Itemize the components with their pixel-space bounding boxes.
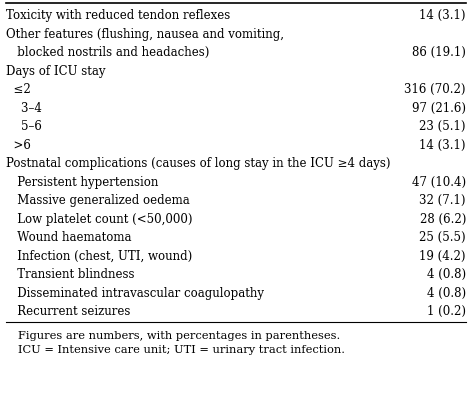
Text: 86 (19.1): 86 (19.1) [412,46,466,60]
Text: ≤2: ≤2 [6,83,31,97]
Text: 3–4: 3–4 [6,102,42,115]
Text: 32 (7.1): 32 (7.1) [419,194,466,208]
Text: Low platelet count (<50,000): Low platelet count (<50,000) [6,213,192,226]
Text: ICU = Intensive care unit; UTI = urinary tract infection.: ICU = Intensive care unit; UTI = urinary… [18,344,345,355]
Text: 14 (3.1): 14 (3.1) [419,139,466,152]
Text: Massive generalized oedema: Massive generalized oedema [6,194,190,208]
Text: Postnatal complications (causes of long stay in the ICU ≥4 days): Postnatal complications (causes of long … [6,157,391,171]
Text: 28 (6.2): 28 (6.2) [419,213,466,226]
Text: 4 (0.8): 4 (0.8) [427,287,466,300]
Text: Other features (flushing, nausea and vomiting,: Other features (flushing, nausea and vom… [6,28,284,41]
Text: 47 (10.4): 47 (10.4) [412,176,466,189]
Text: 14 (3.1): 14 (3.1) [419,9,466,23]
Text: 5–6: 5–6 [6,120,42,134]
Text: 1 (0.2): 1 (0.2) [427,305,466,319]
Text: 97 (21.6): 97 (21.6) [412,102,466,115]
Text: Transient blindness: Transient blindness [6,268,135,282]
Text: Infection (chest, UTI, wound): Infection (chest, UTI, wound) [6,250,192,263]
Text: 25 (5.5): 25 (5.5) [419,231,466,245]
Text: Recurrent seizures: Recurrent seizures [6,305,130,319]
Text: Wound haematoma: Wound haematoma [6,231,131,245]
Text: blocked nostrils and headaches): blocked nostrils and headaches) [6,46,210,60]
Text: Days of ICU stay: Days of ICU stay [6,65,106,78]
Text: Toxicity with reduced tendon reflexes: Toxicity with reduced tendon reflexes [6,9,230,23]
Text: 316 (70.2): 316 (70.2) [404,83,466,97]
Text: Figures are numbers, with percentages in parentheses.: Figures are numbers, with percentages in… [18,330,340,340]
Text: 19 (4.2): 19 (4.2) [419,250,466,263]
Text: Persistent hypertension: Persistent hypertension [6,176,158,189]
Text: 4 (0.8): 4 (0.8) [427,268,466,282]
Text: Disseminated intravascular coagulopathy: Disseminated intravascular coagulopathy [6,287,264,300]
Text: 23 (5.1): 23 (5.1) [419,120,466,134]
Text: >6: >6 [6,139,31,152]
